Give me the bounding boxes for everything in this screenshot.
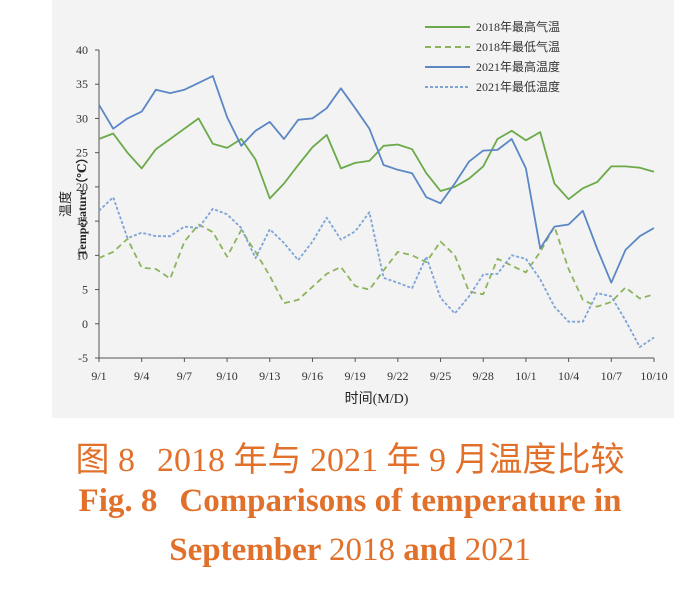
x-tick-label: 9/19 (344, 369, 365, 383)
y-tick-label: 20 (76, 180, 88, 194)
x-tick-label: 9/28 (473, 369, 494, 383)
line-chart: -5 0 5 10 15 20 25 30 35 40 9/1 9/4 9/7 9/10 9/13 9/16 9… (58, 19, 668, 407)
caption-english-line2: September 2018 and 2021 (0, 532, 700, 569)
legend-label-1: 2018年最高气温 (476, 19, 560, 34)
caption-en-year-2018: 2018 (329, 532, 396, 568)
y-tick-label: 40 (76, 43, 88, 57)
y-axis-title-text: 温度 Temperature（℃） (58, 151, 89, 256)
y-tick-label: 35 (76, 77, 88, 91)
series-line-4 (98, 196, 655, 348)
x-tick-label: 9/13 (259, 369, 280, 383)
series-line-2 (98, 223, 655, 308)
y-tick-label: 10 (76, 248, 88, 262)
caption-en-month: September (169, 532, 321, 568)
legend-label-4: 2021年最低温度 (476, 79, 560, 94)
x-tick-label: 10/7 (601, 369, 622, 383)
caption-cn-fig-number: 图 8 (75, 442, 136, 479)
plot-panel (52, 0, 674, 418)
caption-en-text: Comparisons of temperature in (179, 483, 622, 519)
x-tick-label: 10/10 (640, 369, 667, 383)
x-tick-label: 10/4 (558, 369, 579, 383)
y-tick-label: 25 (76, 146, 88, 160)
series-line-3 (98, 75, 655, 284)
caption-chinese: 图 8 2018 年与 2021 年 9 月温度比较 (0, 432, 700, 481)
caption-cn-text: 2018 年与 2021 年 9 月温度比较 (157, 442, 625, 479)
x-tick-label: 9/4 (134, 369, 149, 383)
legend: 2018年最高气温 2018年最低气温 2021年最高温度 2021年最低温度 (425, 19, 560, 94)
y-tick-label: 5 (82, 283, 88, 297)
y-tick-label: 15 (76, 214, 88, 228)
y-tick-label: 0 (82, 317, 88, 331)
caption-en-and: and (403, 532, 457, 568)
caption-english-line1: Fig. 8 Comparisons of temperature in (0, 483, 700, 520)
y-tick-label: 30 (76, 111, 88, 125)
x-tick-label: 9/25 (430, 369, 451, 383)
x-tick-label: 9/16 (302, 369, 323, 383)
x-tick-label: 10/1 (515, 369, 536, 383)
legend-label-2: 2018年最低气温 (476, 39, 560, 54)
x-tick-label: 9/1 (91, 369, 106, 383)
y-axis-title-en: Temperature（℃） (74, 151, 89, 256)
y-axis-title: 温度 Temperature（℃） (58, 151, 89, 256)
x-tick-label: 9/10 (216, 369, 237, 383)
legend-label-3: 2021年最高温度 (476, 59, 560, 74)
x-tick-label: 9/7 (177, 369, 192, 383)
y-axis-title-cn: 温度 (58, 191, 73, 217)
y-tick-label: -5 (78, 351, 88, 365)
x-tick-label: 9/22 (387, 369, 408, 383)
series-line-1 (98, 117, 655, 201)
caption-en-year-2021: 2021 (464, 532, 531, 568)
caption-en-fig-number: Fig. 8 (78, 483, 158, 519)
x-axis-title: 时间(M/D) (345, 391, 409, 407)
